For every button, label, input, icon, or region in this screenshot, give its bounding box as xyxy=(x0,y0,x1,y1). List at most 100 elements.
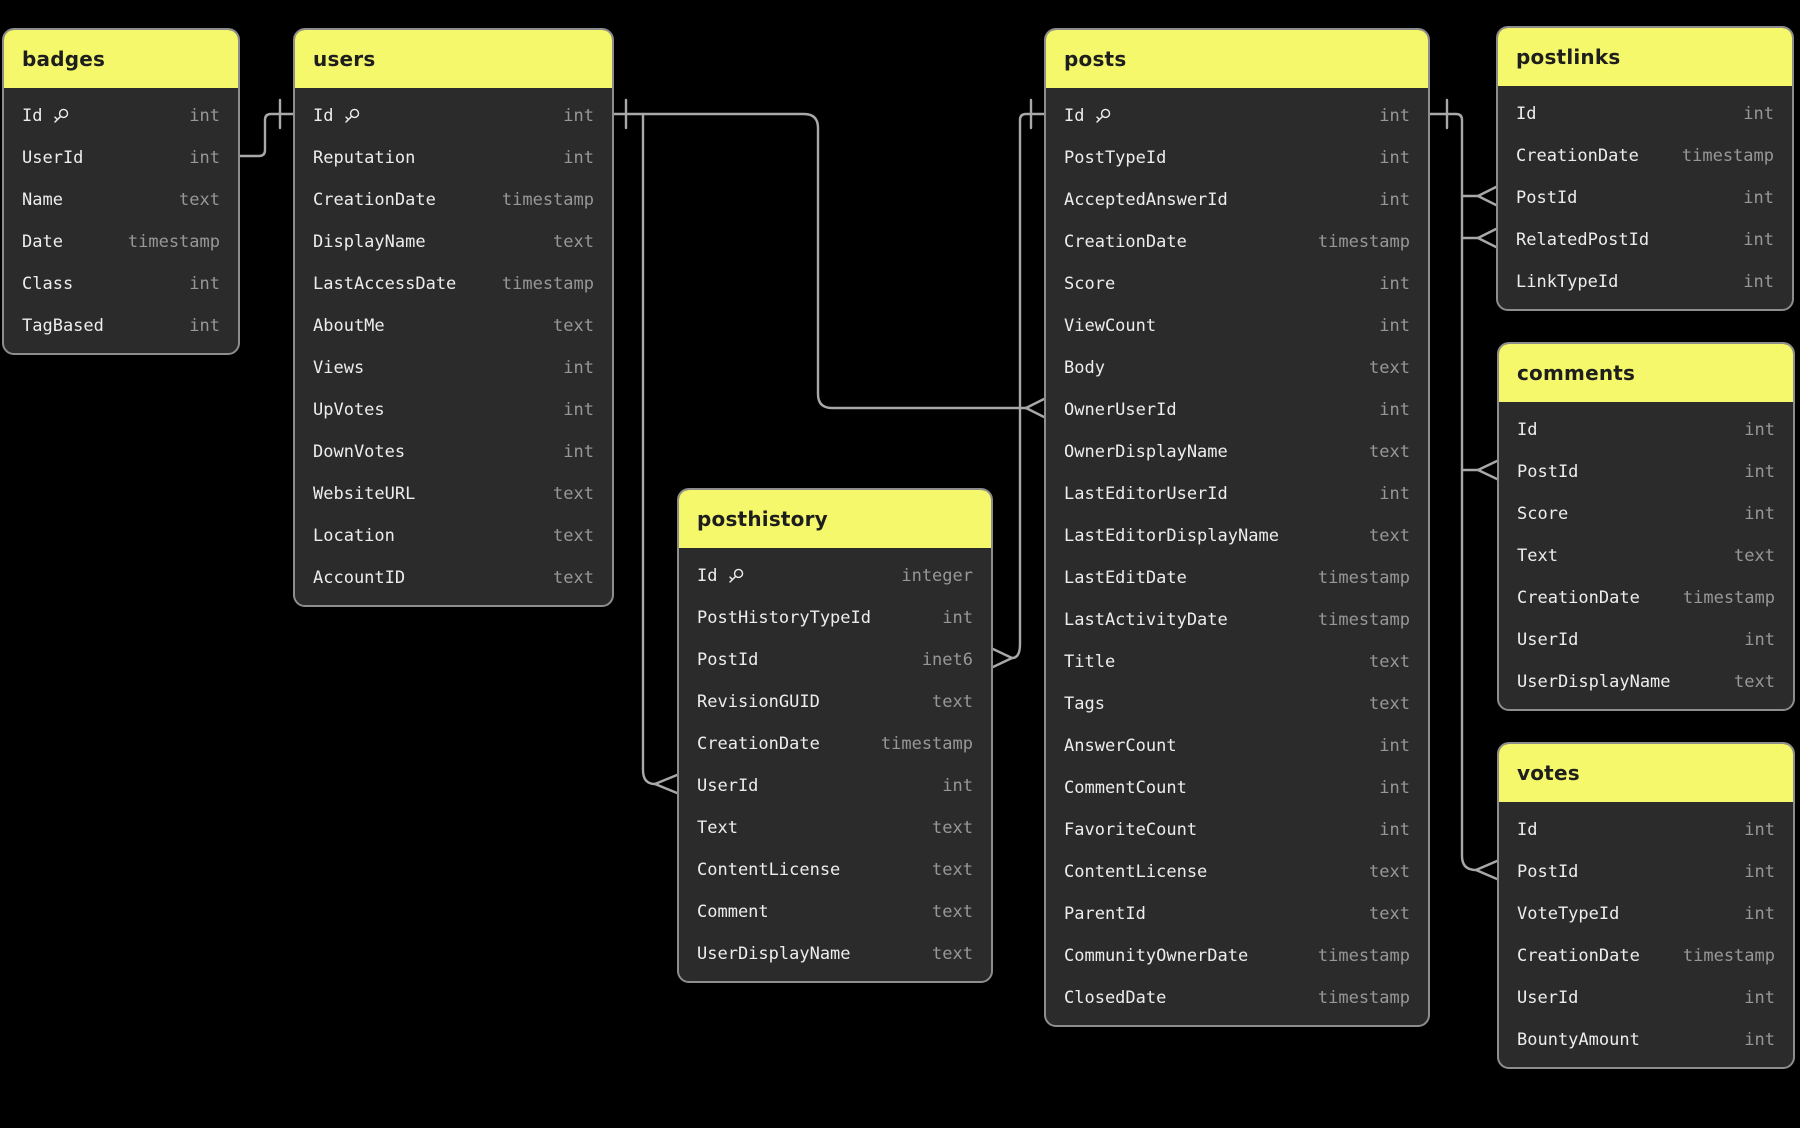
field-type: text xyxy=(553,484,594,504)
field-row[interactable]: OwnerDisplayName text xyxy=(1046,431,1428,473)
field-row[interactable]: OwnerUserId int xyxy=(1046,389,1428,431)
field-row[interactable]: AnswerCount int xyxy=(1046,725,1428,767)
relationship-line[interactable] xyxy=(991,98,1046,669)
field-row[interactable]: AcceptedAnswerId int xyxy=(1046,179,1428,221)
relationship-line[interactable] xyxy=(1460,459,1499,481)
field-row[interactable]: CommentCount int xyxy=(1046,767,1428,809)
field-row[interactable]: DisplayName text xyxy=(295,221,612,263)
table-users[interactable]: users Id int Reputation int CreationDate xyxy=(293,28,614,607)
field-row[interactable]: ContentLicense text xyxy=(679,849,991,891)
field-name: CommentCount xyxy=(1064,778,1187,798)
field-row[interactable]: BountyAmount int xyxy=(1499,1019,1793,1061)
field-row[interactable]: Comment text xyxy=(679,891,991,933)
field-row[interactable]: FavoriteCount int xyxy=(1046,809,1428,851)
table-postlinks[interactable]: postlinks Id int CreationDate timestamp … xyxy=(1496,26,1794,311)
field-row[interactable]: UserId int xyxy=(1499,619,1793,661)
field-row[interactable]: Date timestamp xyxy=(4,221,238,263)
field-row[interactable]: RevisionGUID text xyxy=(679,681,991,723)
table-header[interactable]: comments xyxy=(1499,344,1793,402)
field-row[interactable]: RelatedPostId int xyxy=(1498,219,1792,261)
field-row[interactable]: LastAccessDate timestamp xyxy=(295,263,612,305)
field-row[interactable]: CreationDate timestamp xyxy=(1499,935,1793,977)
field-type: timestamp xyxy=(1317,946,1410,966)
field-type: int xyxy=(563,106,594,126)
table-header[interactable]: badges xyxy=(4,30,238,88)
field-row[interactable]: UpVotes int xyxy=(295,389,612,431)
table-badges[interactable]: badges Id int UserId int Name xyxy=(2,28,240,355)
field-row[interactable]: LinkTypeId int xyxy=(1498,261,1792,303)
field-type: timestamp xyxy=(1317,610,1410,630)
field-row[interactable]: PostTypeId int xyxy=(1046,137,1428,179)
field-row[interactable]: LastEditorDisplayName text xyxy=(1046,515,1428,557)
field-row[interactable]: AccountID text xyxy=(295,557,612,599)
relationship-line[interactable] xyxy=(1428,98,1499,881)
field-name: VoteTypeId xyxy=(1517,904,1620,924)
field-row[interactable]: DownVotes int xyxy=(295,431,612,473)
field-row[interactable]: CreationDate timestamp xyxy=(1499,577,1793,619)
field-row[interactable]: TagBased int xyxy=(4,305,238,347)
field-row[interactable]: Text text xyxy=(679,807,991,849)
field-row[interactable]: CommunityOwnerDate timestamp xyxy=(1046,935,1428,977)
field-row[interactable]: Location text xyxy=(295,515,612,557)
relationship-line[interactable] xyxy=(612,98,1046,419)
table-posts[interactable]: posts Id int PostTypeId int AcceptedAnsw… xyxy=(1044,28,1430,1027)
table-fields: Id int PostTypeId int AcceptedAnswerId i… xyxy=(1046,88,1428,1025)
relationship-line[interactable] xyxy=(1460,227,1498,249)
field-row[interactable]: Views int xyxy=(295,347,612,389)
field-row[interactable]: WebsiteURL text xyxy=(295,473,612,515)
field-row[interactable]: Title text xyxy=(1046,641,1428,683)
table-fields: Id int Reputation int CreationDate times… xyxy=(295,88,612,605)
field-row[interactable]: LastActivityDate timestamp xyxy=(1046,599,1428,641)
field-row[interactable]: Name text xyxy=(4,179,238,221)
field-row[interactable]: Id integer xyxy=(679,555,991,597)
field-row[interactable]: Body text xyxy=(1046,347,1428,389)
field-row[interactable]: Id int xyxy=(1046,95,1428,137)
field-row[interactable]: Id int xyxy=(295,95,612,137)
table-header[interactable]: votes xyxy=(1499,744,1793,802)
field-type: int xyxy=(1744,462,1775,482)
field-row[interactable]: UserId int xyxy=(1499,977,1793,1019)
field-row[interactable]: PostId inet6 xyxy=(679,639,991,681)
table-header[interactable]: posts xyxy=(1046,30,1428,88)
field-row[interactable]: UserId int xyxy=(4,137,238,179)
field-row[interactable]: UserDisplayName text xyxy=(679,933,991,975)
field-row[interactable]: UserDisplayName text xyxy=(1499,661,1793,703)
field-row[interactable]: ClosedDate timestamp xyxy=(1046,977,1428,1019)
relationship-line[interactable] xyxy=(238,98,295,158)
field-row[interactable]: Id int xyxy=(1498,93,1792,135)
table-header[interactable]: users xyxy=(295,30,612,88)
field-row[interactable]: Text text xyxy=(1499,535,1793,577)
field-row[interactable]: AboutMe text xyxy=(295,305,612,347)
field-row[interactable]: Id int xyxy=(1499,809,1793,851)
table-header[interactable]: posthistory xyxy=(679,490,991,548)
field-row[interactable]: ContentLicense text xyxy=(1046,851,1428,893)
field-row[interactable]: PostId int xyxy=(1499,451,1793,493)
field-row[interactable]: ParentId text xyxy=(1046,893,1428,935)
field-row[interactable]: LastEditorUserId int xyxy=(1046,473,1428,515)
field-row[interactable]: Class int xyxy=(4,263,238,305)
field-row[interactable]: CreationDate timestamp xyxy=(1046,221,1428,263)
field-row[interactable]: UserId int xyxy=(679,765,991,807)
field-row[interactable]: Tags text xyxy=(1046,683,1428,725)
table-header[interactable]: postlinks xyxy=(1498,28,1792,86)
relationship-line[interactable] xyxy=(1460,185,1498,207)
table-votes[interactable]: votes Id int PostId int VoteTypeId xyxy=(1497,742,1795,1069)
field-row[interactable]: Reputation int xyxy=(295,137,612,179)
relationship-line[interactable] xyxy=(641,112,679,795)
field-row[interactable]: ViewCount int xyxy=(1046,305,1428,347)
field-row[interactable]: PostId int xyxy=(1499,851,1793,893)
field-row[interactable]: CreationDate timestamp xyxy=(1498,135,1792,177)
field-row[interactable]: Score int xyxy=(1499,493,1793,535)
field-row[interactable]: Id int xyxy=(4,95,238,137)
field-row[interactable]: Score int xyxy=(1046,263,1428,305)
table-posthistory[interactable]: posthistory Id integer PostHistoryTypeId… xyxy=(677,488,993,983)
field-row[interactable]: PostHistoryTypeId int xyxy=(679,597,991,639)
field-row[interactable]: PostId int xyxy=(1498,177,1792,219)
field-row[interactable]: LastEditDate timestamp xyxy=(1046,557,1428,599)
field-row[interactable]: Id int xyxy=(1499,409,1793,451)
field-row[interactable]: CreationDate timestamp xyxy=(679,723,991,765)
field-row[interactable]: CreationDate timestamp xyxy=(295,179,612,221)
table-comments[interactable]: comments Id int PostId int Score xyxy=(1497,342,1795,711)
field-row[interactable]: VoteTypeId int xyxy=(1499,893,1793,935)
